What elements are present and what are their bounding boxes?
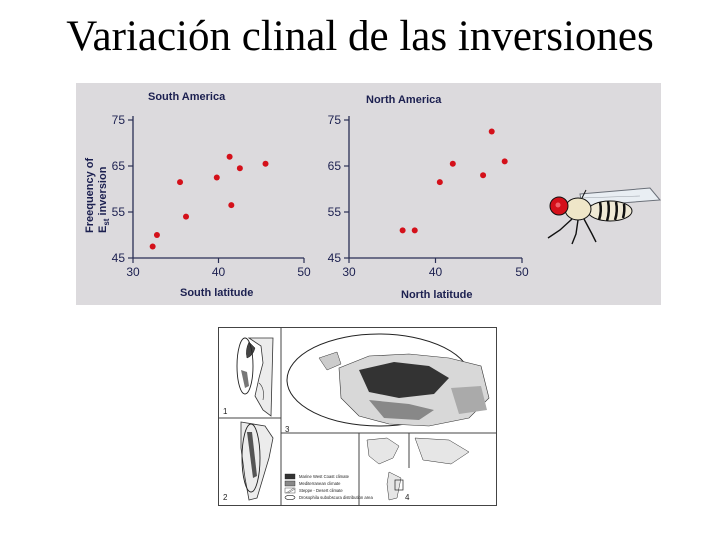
panel-number-1: 1 bbox=[223, 407, 228, 416]
data-point bbox=[226, 153, 233, 160]
svg-text:Est inversion: Est inversion bbox=[97, 166, 111, 233]
data-point bbox=[236, 165, 243, 172]
legend-item: Drosophila subobscura distribution area bbox=[299, 495, 373, 500]
y-tick-label: 75 bbox=[112, 113, 126, 127]
chart-south-america: South America South latitude 45 55 65 75 30 4… bbox=[112, 91, 311, 299]
x-tick-label: 30 bbox=[342, 265, 356, 279]
figure-panel: Freequency of Est inversion South Americ… bbox=[76, 83, 661, 305]
x-tick-label: 30 bbox=[126, 265, 140, 279]
map-panel-2: 2 bbox=[223, 421, 274, 502]
chart-north-america: North America North latitude 45 55 65 75 30 4… bbox=[328, 94, 529, 301]
data-point bbox=[488, 128, 495, 135]
panel-number-3: 3 bbox=[285, 425, 290, 434]
y-axis-label-line1: Freequency of bbox=[84, 157, 96, 233]
map-panel-4: 4 bbox=[366, 437, 470, 502]
map-panel-1: 1 bbox=[223, 337, 274, 417]
y-tick-label: 65 bbox=[112, 159, 126, 173]
y-tick-label: 55 bbox=[328, 205, 342, 219]
legend-item: Mediterranean climate bbox=[299, 481, 341, 486]
y-axis-label: Freequency of Est inversion bbox=[84, 157, 111, 233]
fruit-fly-icon bbox=[547, 187, 661, 245]
x-axis-label: North latitude bbox=[401, 289, 473, 301]
panel-number-2: 2 bbox=[223, 493, 228, 502]
map-panel-3: 3 bbox=[285, 333, 490, 434]
data-point bbox=[436, 179, 443, 186]
data-point bbox=[153, 232, 160, 238]
data-point bbox=[183, 213, 190, 220]
chart-title: South America bbox=[148, 91, 226, 103]
data-point bbox=[449, 160, 456, 167]
data-point bbox=[399, 227, 406, 234]
y-tick-label: 65 bbox=[328, 159, 342, 173]
y-axis-label-rest: inversion bbox=[97, 166, 109, 218]
x-axis-label: South latitude bbox=[180, 287, 253, 299]
data-point bbox=[480, 172, 487, 179]
map-figure: 1 2 3 4 bbox=[218, 327, 497, 506]
y-tick-label: 75 bbox=[328, 113, 342, 127]
y-tick-label: 45 bbox=[112, 251, 126, 265]
data-point bbox=[149, 243, 156, 250]
panel-number-4: 4 bbox=[405, 493, 410, 502]
x-tick-label: 40 bbox=[429, 265, 443, 279]
svg-text:Freequency of: Freequency of bbox=[84, 157, 96, 233]
y-axis-label-e: E bbox=[97, 226, 109, 233]
map-legend: Marine West Coast climate Mediterranean … bbox=[284, 473, 373, 501]
data-point bbox=[177, 179, 184, 186]
scatter-charts: Freequency of Est inversion South Americ… bbox=[84, 91, 661, 301]
chart-title: North America bbox=[366, 94, 442, 106]
y-tick-label: 55 bbox=[112, 205, 126, 219]
x-tick-label: 40 bbox=[212, 265, 226, 279]
y-axis-label-sub: st bbox=[102, 218, 111, 225]
data-point bbox=[262, 160, 269, 167]
legend-item: Steppe - Desert climate bbox=[299, 488, 343, 493]
slide-title: Variación clinal de las inversiones bbox=[66, 13, 654, 60]
x-tick-label: 50 bbox=[515, 265, 529, 279]
data-point bbox=[501, 158, 508, 165]
y-tick-label: 45 bbox=[328, 251, 342, 265]
map-illustration: 1 2 3 4 bbox=[219, 328, 496, 505]
data-point bbox=[411, 227, 418, 234]
data-point bbox=[213, 174, 220, 181]
x-tick-label: 50 bbox=[297, 265, 311, 279]
legend-item: Marine West Coast climate bbox=[299, 474, 350, 479]
data-point bbox=[228, 202, 235, 209]
